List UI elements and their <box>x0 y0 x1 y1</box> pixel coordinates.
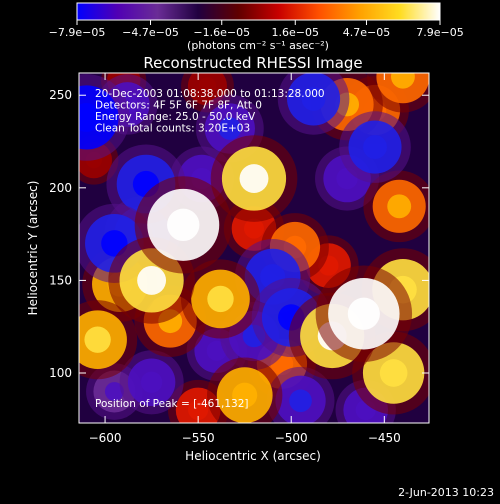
image-blob-core <box>137 265 167 295</box>
y-tick-label: 100 <box>49 366 72 380</box>
x-tick-label: −500 <box>275 431 308 445</box>
image-blob-core <box>167 208 200 242</box>
plot-frame <box>78 72 430 424</box>
colorbar-tick-label: −7.9e−05 <box>49 26 106 39</box>
y-tick-label: 250 <box>49 88 72 102</box>
image-blob-core <box>218 117 242 140</box>
colorbar-tick-label: −4.7e−05 <box>122 26 179 39</box>
image-blob-core <box>387 194 412 219</box>
y-tick-label: 200 <box>49 181 72 195</box>
annotation-line: Energy Range: 25.0 - 50.0 keV <box>95 111 256 123</box>
annotation-line: Detectors: 4F 5F 6F 7F 8F, Att 0 <box>95 100 262 112</box>
image-blob-core <box>243 218 265 239</box>
colorbar <box>76 2 441 21</box>
annotation-line: Clean Total counts: 3.20E+03 <box>95 123 250 135</box>
image-blob-core <box>79 103 101 132</box>
annotation-line: 20-Dec-2003 01:08:38.000 to 01:13:28.000 <box>95 88 325 100</box>
image-blob-core <box>207 285 234 313</box>
image-blob-core <box>347 297 380 330</box>
footer-timestamp: 2-Jun-2013 10:23 <box>398 486 494 499</box>
x-axis: −600 −550 −500 −450 <box>89 73 401 445</box>
image-blob-core <box>232 382 258 408</box>
y-tick-label: 150 <box>49 273 72 287</box>
x-axis-label: Heliocentric X (arcsec) <box>185 449 321 463</box>
image-blob-core <box>104 382 124 401</box>
x-tick-label: −550 <box>182 431 215 445</box>
colorbar-tick-label: 4.7e−05 <box>343 26 390 39</box>
colorbar-tick-label: 1.6e−05 <box>272 26 319 39</box>
y-axis-label: Heliocentric Y (arcsec) <box>26 181 40 316</box>
annotations: 20-Dec-2003 01:08:38.000 to 01:13:28.000… <box>95 88 325 410</box>
image-blob-core <box>239 164 269 194</box>
x-tick-label: −450 <box>368 431 401 445</box>
image-blob-core <box>379 359 408 387</box>
colorbar-tick-label: −1.6e−05 <box>193 26 250 39</box>
peak-position-label: Position of Peak = [-461,132] <box>95 398 249 410</box>
image-blob-core <box>84 326 111 353</box>
chart-title: Reconstructed RHESSI Image <box>143 54 362 72</box>
image-blob-core <box>363 135 387 160</box>
x-tick-label: −600 <box>89 431 122 445</box>
image-blob-core <box>198 77 217 95</box>
y-axis: 100 150 200 250 <box>49 88 429 380</box>
colorbar-ticks: −7.9e−05 −4.7e−05 −1.6e−05 1.6e−05 4.7e−05 7.… <box>49 20 464 39</box>
image-blobs <box>79 73 429 423</box>
image-blob-core <box>301 86 326 111</box>
colorbar-tick-label: 7.9e−05 <box>416 26 463 39</box>
image-blob-core <box>188 399 209 421</box>
image-blob-core <box>289 389 312 413</box>
image-blob-core <box>140 371 163 393</box>
image-blob-core <box>391 73 415 89</box>
colorbar-unit-label: (photons cm⁻² s⁻¹ asec⁻²) <box>187 39 329 52</box>
